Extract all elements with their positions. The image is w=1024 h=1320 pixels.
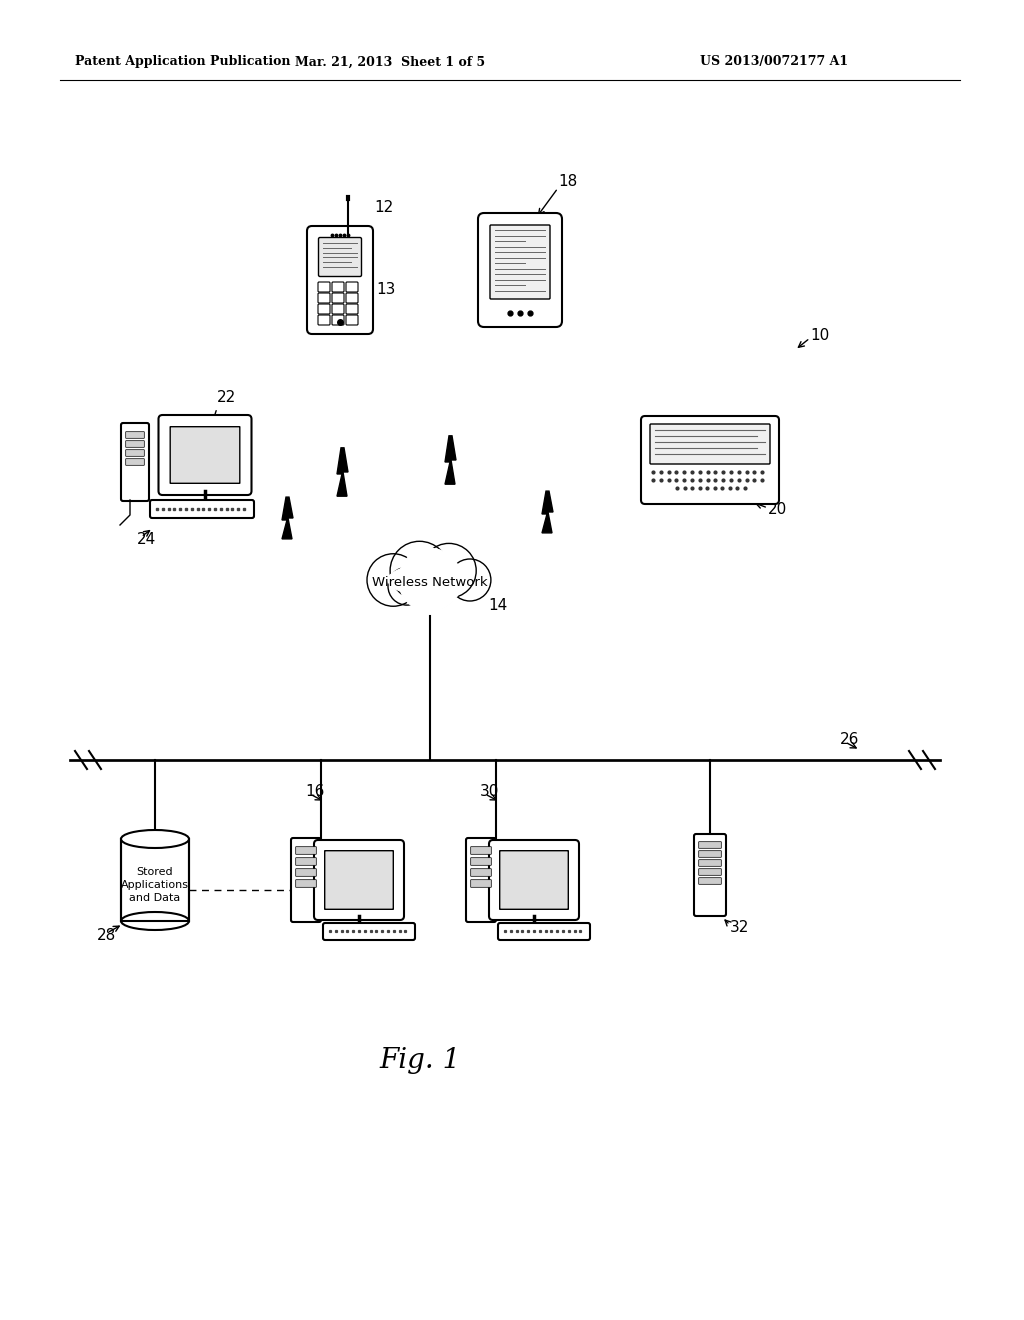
FancyBboxPatch shape — [498, 923, 590, 940]
FancyBboxPatch shape — [471, 846, 492, 854]
FancyBboxPatch shape — [346, 282, 358, 292]
Text: 20: 20 — [768, 503, 787, 517]
Text: 18: 18 — [558, 174, 578, 190]
Text: 24: 24 — [137, 532, 157, 548]
FancyBboxPatch shape — [126, 459, 144, 465]
FancyBboxPatch shape — [318, 282, 330, 292]
Circle shape — [398, 549, 462, 611]
FancyBboxPatch shape — [314, 840, 404, 920]
FancyBboxPatch shape — [296, 846, 316, 854]
FancyBboxPatch shape — [150, 500, 254, 517]
FancyBboxPatch shape — [698, 878, 721, 884]
FancyBboxPatch shape — [346, 304, 358, 314]
FancyBboxPatch shape — [126, 441, 144, 447]
Text: 16: 16 — [305, 784, 325, 800]
Text: Mar. 21, 2013  Sheet 1 of 5: Mar. 21, 2013 Sheet 1 of 5 — [295, 55, 485, 69]
FancyBboxPatch shape — [318, 293, 330, 304]
FancyBboxPatch shape — [318, 238, 361, 276]
FancyBboxPatch shape — [478, 213, 562, 327]
FancyBboxPatch shape — [346, 293, 358, 304]
Circle shape — [415, 566, 457, 609]
Text: Patent Application Publication: Patent Application Publication — [75, 55, 291, 69]
FancyBboxPatch shape — [332, 315, 344, 325]
Text: 14: 14 — [488, 598, 507, 614]
Polygon shape — [282, 498, 293, 539]
Text: US 2013/0072177 A1: US 2013/0072177 A1 — [700, 55, 848, 69]
FancyBboxPatch shape — [650, 424, 770, 465]
FancyBboxPatch shape — [170, 426, 240, 483]
Circle shape — [367, 554, 420, 606]
FancyBboxPatch shape — [121, 422, 150, 502]
FancyBboxPatch shape — [307, 226, 373, 334]
FancyBboxPatch shape — [490, 224, 550, 300]
FancyBboxPatch shape — [346, 315, 358, 325]
Text: 32: 32 — [730, 920, 750, 935]
FancyBboxPatch shape — [471, 869, 492, 876]
Text: Stored: Stored — [136, 867, 173, 876]
FancyBboxPatch shape — [641, 416, 779, 504]
Text: Fig. 1: Fig. 1 — [379, 1047, 461, 1073]
FancyBboxPatch shape — [318, 304, 330, 314]
FancyBboxPatch shape — [332, 304, 344, 314]
Ellipse shape — [388, 565, 472, 595]
Text: 13: 13 — [376, 282, 395, 297]
Circle shape — [388, 568, 426, 605]
FancyBboxPatch shape — [126, 432, 144, 438]
Ellipse shape — [121, 830, 189, 847]
Text: Wireless Network: Wireless Network — [372, 576, 487, 589]
Polygon shape — [445, 436, 456, 484]
Bar — [121, 840, 189, 921]
FancyBboxPatch shape — [296, 858, 316, 866]
FancyBboxPatch shape — [332, 282, 344, 292]
FancyBboxPatch shape — [291, 838, 321, 921]
FancyBboxPatch shape — [323, 923, 415, 940]
Text: 26: 26 — [840, 733, 859, 747]
Ellipse shape — [121, 912, 189, 931]
Text: 10: 10 — [810, 327, 829, 342]
FancyBboxPatch shape — [325, 850, 393, 909]
Text: Applications: Applications — [121, 880, 189, 890]
Polygon shape — [542, 491, 553, 533]
FancyBboxPatch shape — [159, 414, 252, 495]
FancyBboxPatch shape — [471, 879, 492, 887]
FancyBboxPatch shape — [694, 834, 726, 916]
Text: and Data: and Data — [129, 894, 180, 903]
FancyBboxPatch shape — [296, 869, 316, 876]
FancyBboxPatch shape — [332, 293, 344, 304]
Text: 30: 30 — [480, 784, 500, 800]
Circle shape — [422, 544, 476, 598]
Circle shape — [449, 558, 490, 601]
FancyBboxPatch shape — [698, 850, 721, 857]
FancyBboxPatch shape — [126, 450, 144, 457]
Text: 12: 12 — [374, 201, 393, 215]
FancyBboxPatch shape — [318, 315, 330, 325]
FancyBboxPatch shape — [698, 869, 721, 875]
Text: 22: 22 — [217, 391, 237, 405]
Polygon shape — [337, 447, 348, 496]
FancyBboxPatch shape — [698, 859, 721, 866]
FancyBboxPatch shape — [698, 842, 721, 849]
FancyBboxPatch shape — [466, 838, 496, 921]
Text: 28: 28 — [97, 928, 117, 944]
FancyBboxPatch shape — [471, 858, 492, 866]
FancyBboxPatch shape — [489, 840, 579, 920]
Circle shape — [390, 541, 449, 601]
FancyBboxPatch shape — [296, 879, 316, 887]
FancyBboxPatch shape — [500, 850, 568, 909]
